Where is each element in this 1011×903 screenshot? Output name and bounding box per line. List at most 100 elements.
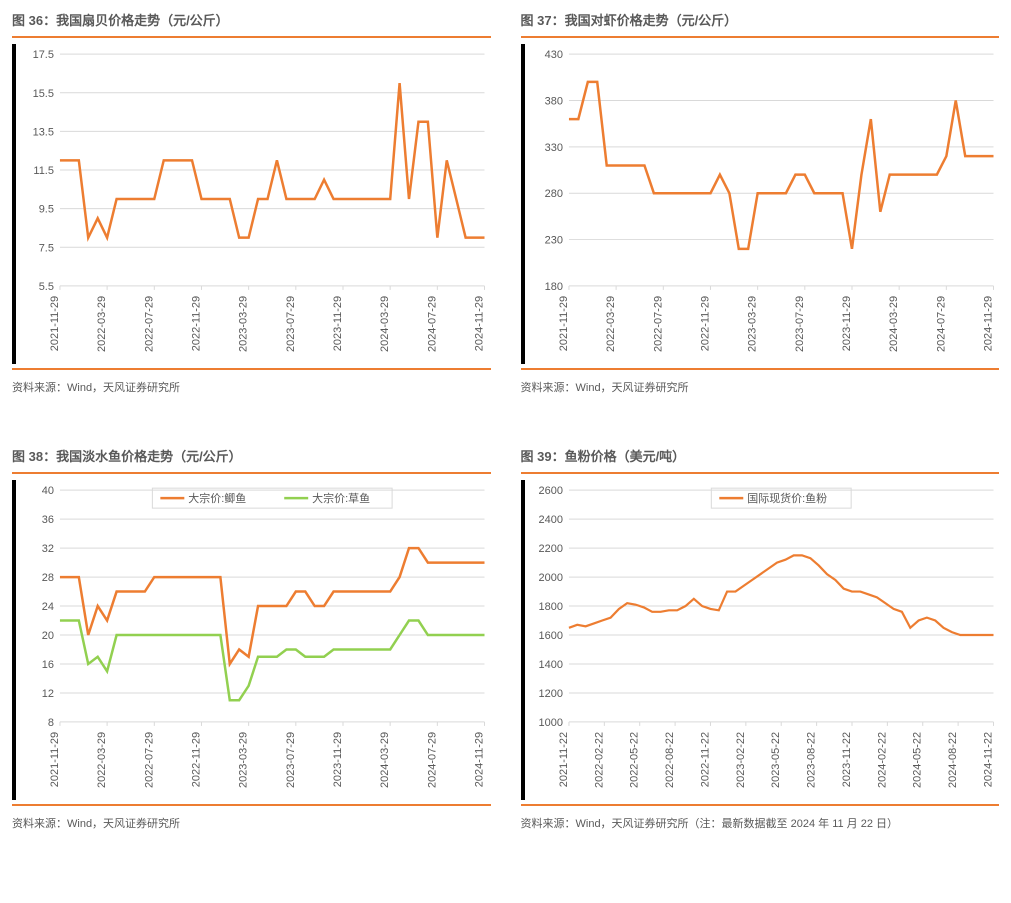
svg-text:2021-11-22: 2021-11-22 (557, 732, 569, 787)
chart-title: 图 39：鱼粉价格（美元/吨） (521, 449, 686, 464)
svg-text:大宗价:草鱼: 大宗价:草鱼 (312, 491, 370, 505)
svg-text:2022-08-22: 2022-08-22 (664, 732, 676, 788)
panel-36: 图 36：我国扇贝价格走势（元/公斤） 5.57.59.511.513.515.… (12, 10, 491, 396)
svg-text:2024-03-29: 2024-03-29 (379, 296, 391, 352)
svg-text:17.5: 17.5 (33, 49, 54, 61)
svg-text:2024-07-29: 2024-07-29 (426, 732, 438, 788)
svg-text:2400: 2400 (538, 514, 562, 526)
svg-text:1000: 1000 (538, 717, 562, 729)
svg-text:2024-07-29: 2024-07-29 (935, 296, 947, 352)
svg-text:36: 36 (42, 514, 54, 526)
source-block: 资料来源：Wind，天风证券研究所 (12, 368, 491, 396)
chart-box: 1000 1200 1400 1600 1800 2000 2200 2400 2600 2021… (521, 480, 1000, 800)
svg-text:1600: 1600 (538, 630, 562, 642)
svg-text:2023-02-22: 2023-02-22 (734, 732, 746, 788)
svg-text:2024-11-29: 2024-11-29 (474, 732, 486, 787)
svg-text:2022-11-29: 2022-11-29 (190, 296, 202, 351)
svg-text:2024-02-22: 2024-02-22 (876, 732, 888, 788)
title-block: 图 36：我国扇贝价格走势（元/公斤） (12, 10, 491, 38)
svg-text:430: 430 (544, 49, 562, 61)
svg-text:9.5: 9.5 (39, 204, 54, 216)
svg-text:20: 20 (42, 630, 54, 642)
source-block: 资料来源：Wind，天风证券研究所（注：最新数据截至 2024 年 11 月 2… (521, 804, 1000, 832)
svg-text:2022-02-22: 2022-02-22 (593, 732, 605, 788)
panel-38: 图 38：我国淡水鱼价格走势（元/公斤） 8 12 16 20 24 28 32 36 40 20… (12, 446, 491, 832)
svg-text:2023-03-29: 2023-03-29 (238, 732, 250, 788)
svg-text:2022-07-29: 2022-07-29 (143, 732, 155, 788)
svg-text:2024-11-29: 2024-11-29 (982, 296, 994, 351)
svg-text:2023-03-29: 2023-03-29 (238, 296, 250, 352)
svg-text:2024-03-29: 2024-03-29 (888, 296, 900, 352)
svg-text:8: 8 (48, 717, 54, 729)
svg-text:2023-07-29: 2023-07-29 (285, 732, 297, 788)
source-text: 资料来源：Wind，天风证券研究所 (12, 818, 180, 830)
svg-text:15.5: 15.5 (33, 88, 54, 100)
svg-text:380: 380 (544, 96, 562, 108)
svg-text:2022-07-29: 2022-07-29 (652, 296, 664, 352)
svg-text:2022-03-29: 2022-03-29 (96, 732, 108, 788)
svg-text:2024-05-22: 2024-05-22 (911, 732, 923, 788)
chart-box: 5.57.59.511.513.515.517.52021-11-292022-… (12, 44, 491, 364)
svg-text:40: 40 (42, 485, 54, 497)
svg-text:2024-08-22: 2024-08-22 (947, 732, 959, 788)
chart-svg-36: 5.57.59.511.513.515.517.52021-11-292022-… (16, 44, 491, 364)
svg-text:2023-11-22: 2023-11-22 (840, 732, 852, 787)
svg-text:2022-11-29: 2022-11-29 (190, 732, 202, 787)
svg-text:2021-11-29: 2021-11-29 (49, 732, 61, 787)
svg-text:2024-11-29: 2024-11-29 (474, 296, 486, 351)
svg-text:2021-11-29: 2021-11-29 (557, 296, 569, 351)
title-block: 图 37：我国对虾价格走势（元/公斤） (521, 10, 1000, 38)
svg-text:2023-11-29: 2023-11-29 (332, 732, 344, 787)
svg-text:1400: 1400 (538, 659, 562, 671)
svg-text:2022-11-22: 2022-11-22 (699, 732, 711, 787)
svg-text:180: 180 (544, 281, 562, 293)
chart-svg-38: 8 12 16 20 24 28 32 36 40 2021-11-29 2022-03-29 202… (16, 480, 491, 800)
source-block: 资料来源：Wind，天风证券研究所 (12, 804, 491, 832)
svg-text:2023-11-29: 2023-11-29 (332, 296, 344, 351)
svg-text:大宗价:鲫鱼: 大宗价:鲫鱼 (188, 491, 246, 505)
svg-text:1200: 1200 (538, 688, 562, 700)
svg-text:2024-07-29: 2024-07-29 (426, 296, 438, 352)
panel-37: 图 37：我国对虾价格走势（元/公斤） 18023028033038043020… (521, 10, 1000, 396)
svg-text:2000: 2000 (538, 572, 562, 584)
svg-text:2200: 2200 (538, 543, 562, 555)
svg-text:32: 32 (42, 543, 54, 555)
svg-text:2022-07-29: 2022-07-29 (143, 296, 155, 352)
svg-text:2024-11-22: 2024-11-22 (982, 732, 994, 787)
chart-svg-39: 1000 1200 1400 1600 1800 2000 2200 2400 2600 2021… (525, 480, 1000, 800)
title-block: 图 39：鱼粉价格（美元/吨） (521, 446, 1000, 474)
svg-text:2021-11-29: 2021-11-29 (49, 296, 61, 351)
chart-title: 图 37：我国对虾价格走势（元/公斤） (521, 13, 738, 28)
svg-text:2022-03-29: 2022-03-29 (96, 296, 108, 352)
svg-text:11.5: 11.5 (33, 165, 54, 177)
source-block: 资料来源：Wind，天风证券研究所 (521, 368, 1000, 396)
svg-text:24: 24 (42, 601, 54, 613)
svg-text:2023-07-29: 2023-07-29 (793, 296, 805, 352)
source-text: 资料来源：Wind，天风证券研究所（注：最新数据截至 2024 年 11 月 2… (521, 818, 899, 830)
svg-text:国际现货价:鱼粉: 国际现货价:鱼粉 (747, 491, 827, 505)
chart-grid: 图 36：我国扇贝价格走势（元/公斤） 5.57.59.511.513.515.… (12, 10, 999, 832)
chart-svg-37: 1802302803303804302021-11-292022-03-2920… (525, 44, 1000, 364)
source-text: 资料来源：Wind，天风证券研究所 (12, 382, 180, 394)
svg-text:28: 28 (42, 572, 54, 584)
panel-39: 图 39：鱼粉价格（美元/吨） 1000 1200 1400 1600 1800 2000… (521, 446, 1000, 832)
svg-text:2024-03-29: 2024-03-29 (379, 732, 391, 788)
chart-title: 图 36：我国扇贝价格走势（元/公斤） (12, 13, 229, 28)
svg-text:2022-05-22: 2022-05-22 (628, 732, 640, 788)
svg-text:13.5: 13.5 (33, 126, 54, 138)
svg-text:16: 16 (42, 659, 54, 671)
source-text: 资料来源：Wind，天风证券研究所 (521, 382, 689, 394)
svg-text:280: 280 (544, 188, 562, 200)
chart-title: 图 38：我国淡水鱼价格走势（元/公斤） (12, 449, 242, 464)
svg-text:5.5: 5.5 (39, 281, 54, 293)
chart-box: 8 12 16 20 24 28 32 36 40 2021-11-29 2022-03-29 202… (12, 480, 491, 800)
svg-text:12: 12 (42, 688, 54, 700)
svg-text:330: 330 (544, 142, 562, 154)
svg-text:1800: 1800 (538, 601, 562, 613)
svg-text:2023-07-29: 2023-07-29 (285, 296, 297, 352)
svg-text:2023-08-22: 2023-08-22 (805, 732, 817, 788)
svg-text:2023-03-29: 2023-03-29 (746, 296, 758, 352)
chart-box: 1802302803303804302021-11-292022-03-2920… (521, 44, 1000, 364)
svg-text:2022-03-29: 2022-03-29 (605, 296, 617, 352)
svg-text:2600: 2600 (538, 485, 562, 497)
